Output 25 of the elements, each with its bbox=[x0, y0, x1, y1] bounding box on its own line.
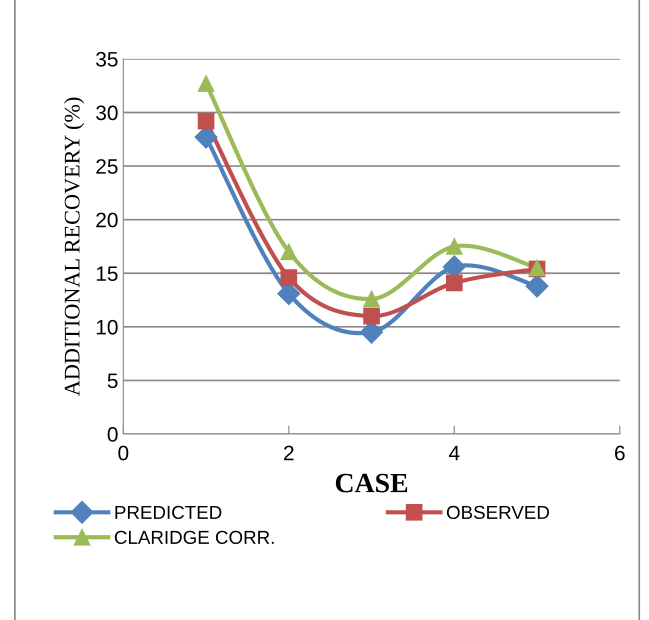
x-axis-title: CASE bbox=[336, 474, 408, 492]
x-tick-label: 6 bbox=[615, 446, 625, 460]
point bbox=[198, 112, 214, 130]
x-tick-label: 2 bbox=[284, 446, 294, 460]
x-tick-label: 0 bbox=[118, 446, 128, 460]
y-tick-label: 35 bbox=[96, 52, 118, 67]
legend-label: OBSERVED bbox=[446, 506, 549, 520]
y-tick-label: 5 bbox=[108, 374, 118, 388]
x-tick-label: 4 bbox=[448, 446, 460, 460]
y-tick-label: 25 bbox=[96, 159, 118, 174]
y-tick-label: 0 bbox=[108, 427, 118, 442]
point bbox=[198, 75, 214, 92]
y-tick-label: 20 bbox=[96, 212, 118, 228]
point bbox=[363, 308, 380, 324]
legend-label: CLARIDGE CORR. bbox=[114, 530, 274, 544]
point bbox=[363, 290, 380, 308]
point bbox=[280, 269, 298, 286]
y-tick-label: 10 bbox=[96, 320, 118, 335]
legend-label: PREDICTED bbox=[115, 506, 222, 520]
y-axis-title: ADDITIONAL RECOVERY (%) bbox=[64, 98, 84, 396]
point bbox=[280, 243, 298, 260]
y-tick-label: 15 bbox=[96, 266, 118, 281]
point bbox=[446, 274, 463, 292]
y-tick-label: 30 bbox=[96, 105, 118, 120]
point bbox=[446, 238, 463, 255]
